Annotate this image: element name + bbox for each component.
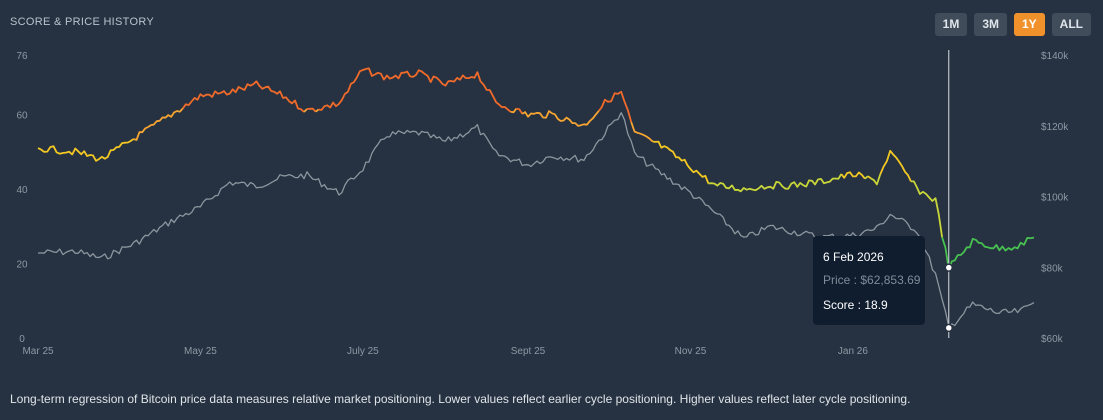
score-series-line-19 [910,180,943,238]
left-axis-tick-0: 0 [19,334,25,345]
score-series-line-2 [182,80,305,113]
score-series-line-16 [867,175,872,180]
score-series-line-0 [37,138,135,162]
x-axis-tick-0: Mar 25 [22,346,54,357]
tooltip-score-label: Score : [823,298,862,312]
price-series-line [37,112,1035,328]
right-axis-tick-2: $100k [1041,193,1069,204]
score-series-line-10 [598,90,633,123]
tooltip-score-value: 18.9 [864,298,888,312]
x-axis-tick-4: Nov 25 [675,346,707,357]
range-selector: 1M 3M 1Y ALL [934,13,1091,36]
x-axis-tick-1: May 25 [184,346,217,357]
left-axis-tick-1: 20 [16,260,28,271]
right-axis-tick-0: $60k [1041,334,1064,345]
score-series-line-14 [840,171,866,180]
tooltip-score: Score : 18.9 [823,298,888,312]
left-axis-tick-4: 76 [16,51,28,62]
x-axis-tick-3: Sept 25 [511,346,546,357]
right-axis-tick-1: $80k [1041,263,1064,274]
right-axis-tick-3: $120k [1041,122,1069,133]
range-3m-button[interactable]: 3M [974,13,1007,36]
tooltip-price: Price : $62,853.69 [823,273,920,287]
score-series-line-9 [521,110,600,127]
right-axis-tick-4: $140k [1041,51,1069,62]
score-series-line-7 [510,108,518,114]
x-axis-tick-5: Jan 26 [838,346,868,357]
range-1m-button[interactable]: 1M [934,13,968,36]
price-hover-point [944,323,954,333]
chart-tooltip: 6 Feb 2026 Price : $62,853.69 Score : 18… [813,236,925,325]
left-axis-tick-3: 60 [16,111,28,122]
score-series-line-17 [870,174,882,186]
left-axis-tick-2: 40 [16,185,28,196]
chart-footnote: Long-term regression of Bitcoin price da… [10,392,911,406]
range-1y-button[interactable]: 1Y [1013,13,1045,36]
chart-title: SCORE & PRICE HISTORY [10,16,155,28]
score-series-line-1 [133,107,184,141]
tooltip-date: 6 Feb 2026 [823,250,884,264]
x-axis-tick-2: July 25 [347,346,379,357]
score-series-line-6 [318,67,512,113]
score-series-line-8 [516,107,523,115]
score-series-line-12 [652,140,710,184]
score-hover-point [944,263,954,272]
score-series-line-20 [941,236,1035,271]
tooltip-price-label: Price : [823,273,858,287]
score-series-line-3 [303,108,308,113]
score-series-line-13 [708,173,843,193]
range-all-button[interactable]: ALL [1051,13,1091,36]
score-series-line-15 [864,175,869,180]
tooltip-price-value: $62,853.69 [860,273,921,287]
score-series-line-5 [315,108,320,113]
score-series-line-11 [630,121,654,143]
score-series-line-18 [879,149,912,182]
score-series-line-4 [306,107,317,113]
